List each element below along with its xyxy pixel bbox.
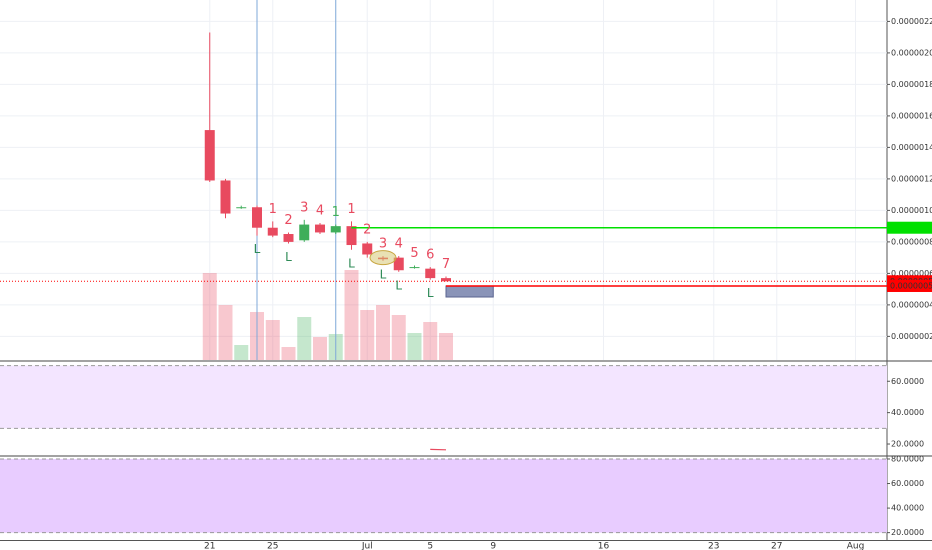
x-tick-label: 16 [598,542,610,550]
candle-body [346,226,357,246]
candle-body [220,180,231,214]
candle-body [204,130,215,181]
x-tick-label: 21 [204,542,215,550]
count-label: 7 [442,257,450,272]
count-label: 3 [379,237,387,252]
candle-body [409,267,420,269]
count-label: 1 [332,205,340,220]
price-label: 0.00000052 [890,281,932,290]
signal-marker: L [285,250,292,264]
y-tick-label: 80.0000 [891,454,924,463]
candle-body [236,207,247,209]
count-label: 2 [284,213,292,228]
volume-bar [391,315,406,360]
volume-bar [297,317,312,360]
y-tick-label: 60.0000 [891,377,924,386]
count-label: 4 [316,203,324,218]
x-tick-label: 27 [771,542,782,550]
count-label: 1 [269,202,277,217]
signal-marker: L [348,256,355,270]
volume-bar [407,333,422,360]
x-tick-label: Jul [361,542,373,550]
y-tick-label: 40.0000 [891,504,924,513]
volume-bar [344,270,359,360]
candle-body [252,207,262,228]
x-tick-label: 5 [427,542,433,550]
x-tick-label: 9 [490,542,496,550]
volume-bar [218,305,233,360]
volume-bar [265,320,280,360]
count-label: 4 [395,237,403,252]
signal-marker: L [380,267,387,281]
candle-body [267,227,278,236]
candle-body [441,278,451,282]
candle-body [315,224,325,233]
y-tick-label: 40.0000 [891,408,924,417]
y-tick-label: 20.0000 [891,440,924,449]
count-label: 3 [300,200,308,215]
signal-marker: L [254,242,261,256]
band [0,458,887,533]
volume-bar [234,345,249,360]
price-label-box [887,279,932,292]
signal-marker: L [427,286,434,300]
signal-marker: L [395,278,402,292]
volume-bar [313,337,327,360]
count-label: 1 [347,202,355,217]
volume-bar [423,322,438,360]
candle-body [299,224,310,241]
count-label: 2 [363,222,371,237]
ellipse-drawing [369,250,397,266]
volume-bar [439,333,453,360]
candle-body [425,268,436,279]
y-tick-label: 20.0000 [891,528,924,537]
count-label: 6 [426,248,434,263]
count-label: 5 [410,246,418,261]
candle-body [283,234,294,242]
volume-bar [202,273,217,360]
price-label-box [887,221,932,234]
candle-body [362,243,373,255]
box-drawing [445,285,494,298]
x-tick-label: 25 [267,542,278,550]
volume-bar [281,347,296,360]
volume-bar [376,305,390,360]
x-tick-label: Aug [847,542,865,550]
x-tick-label: 23 [708,542,719,550]
y-tick-label: 60.0000 [891,479,924,488]
candle-body [393,257,404,271]
volume-bar [360,310,375,360]
band [0,365,887,429]
candle-body [330,226,341,233]
